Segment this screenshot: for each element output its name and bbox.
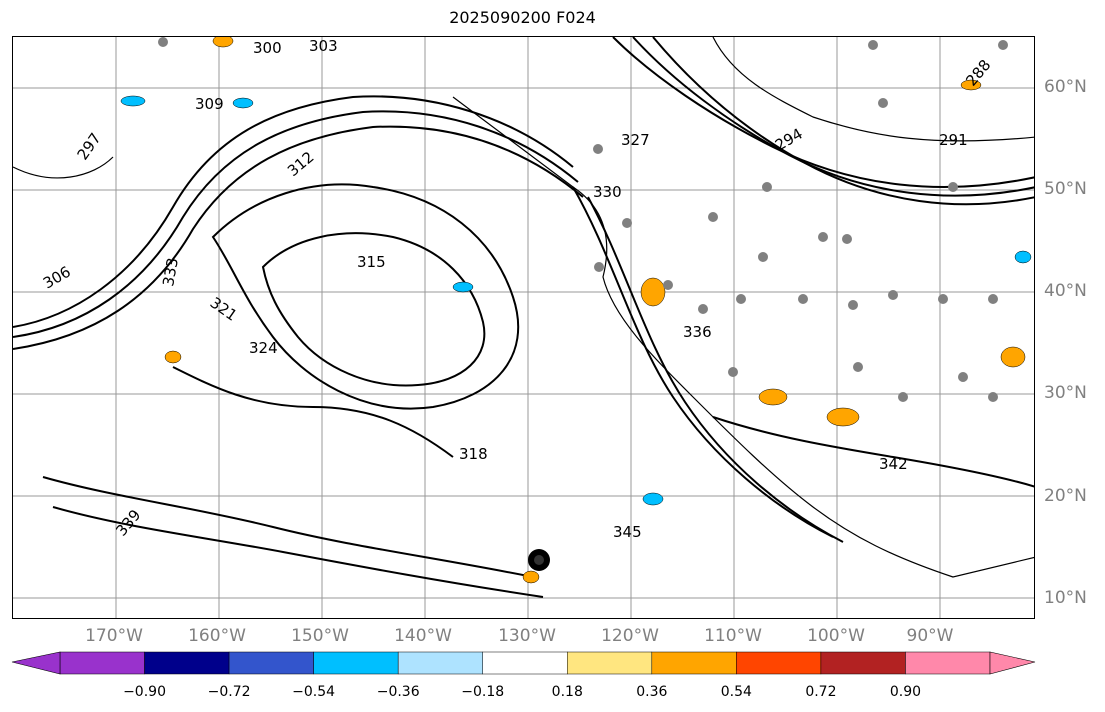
lon-label: 150°W [291,626,349,646]
lat-label: 50°N [1044,179,1087,199]
contour-label: 312 [284,148,318,180]
colorbar-segment [59,651,145,675]
lon-label: 110°W [704,626,762,646]
colorbar-segment [736,651,822,675]
lon-label: 100°W [807,626,865,646]
colorbar-segment [905,651,991,675]
map-panel[interactable]: 300 303 297 309 306 312 315 318 321 324 … [12,36,1035,619]
colorbar-segment [482,651,568,675]
lat-label: 20°N [1044,486,1087,506]
colorbar-tick-label: 0.72 [805,684,837,700]
lon-label: 120°W [601,626,659,646]
contour-label: 324 [249,339,278,357]
colorbar-tick-label: −0.72 [207,684,251,700]
colorbar-segment [651,651,737,675]
contour-label: 330 [593,183,622,201]
lon-label: 90°W [906,626,954,646]
theta-contours [13,37,1034,598]
cyclone-marker [528,549,550,571]
colorbar-segment [313,651,399,675]
negative-fill [120,95,1032,506]
colorbar-min-extend [11,651,61,675]
contour-label: 303 [309,37,338,55]
colorbar-tick-label: −0.18 [461,684,505,700]
colorbar-tick-label: 0.18 [551,684,583,700]
colorbar-tick-label: 0.90 [889,684,922,700]
lat-label: 10°N [1044,588,1087,608]
contour-label: 321 [207,294,241,325]
colorbar-segment [567,651,653,675]
contour-label: 333 [159,256,182,287]
colorbar-tick-label: 0.54 [720,684,752,700]
contour-label-layer: 300 303 297 309 306 312 315 318 321 324 … [40,37,994,541]
lat-label: 40°N [1044,281,1087,301]
lon-label: 170°W [85,626,143,646]
colorbar-segment [820,651,906,675]
colorbar-segment [144,651,230,675]
map-canvas: 300 303 297 309 306 312 315 318 321 324 … [13,37,1034,618]
contour-label: 342 [879,455,908,473]
colorbar-segment [228,651,314,675]
contour-label: 300 [253,39,282,57]
station-markers [158,37,1008,402]
map-title: 2025090200 F024 [449,8,596,27]
coastline [13,37,1034,578]
contour-label: 345 [613,523,642,541]
lon-label: 160°W [188,626,246,646]
positive-fill [164,37,1026,584]
colorbar [11,651,1036,675]
contour-label: 318 [459,445,488,463]
contour-label: 336 [683,323,712,341]
colorbar-tick-label: −0.90 [123,684,166,700]
lon-label: 140°W [394,626,452,646]
contour-label: 291 [939,131,968,149]
lat-label: 30°N [1044,383,1087,403]
lon-label: 130°W [498,626,556,646]
colorbar-max-extend [989,651,1036,675]
contour-label: 315 [357,253,386,271]
contour-label: 306 [40,263,74,293]
contour-label: 339 [112,506,144,540]
colorbar-tick-label: −0.54 [292,684,336,700]
colorbar-tick-label: −0.36 [376,684,420,700]
lat-label: 60°N [1044,77,1087,97]
colorbar-tick-label: 0.36 [636,684,668,700]
contour-label: 309 [195,95,224,113]
contour-label: 297 [74,130,105,164]
colorbar-segment [397,651,483,675]
contour-label: 327 [621,131,650,149]
